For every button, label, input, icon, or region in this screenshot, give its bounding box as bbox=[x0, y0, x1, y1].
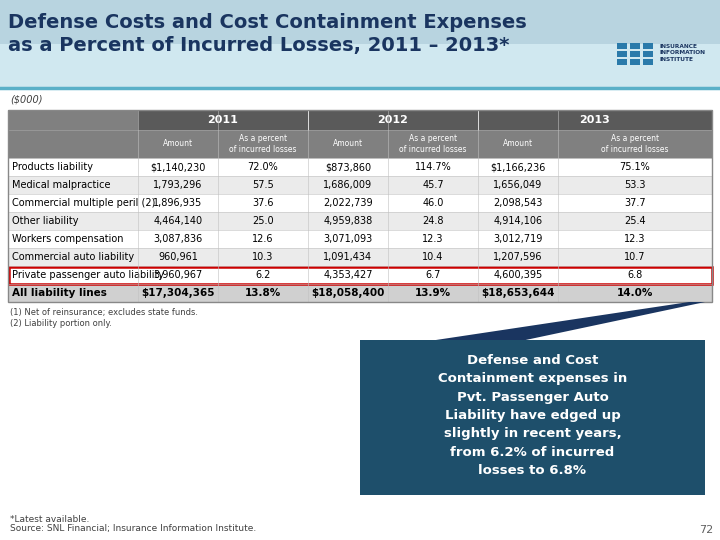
FancyBboxPatch shape bbox=[617, 43, 627, 49]
FancyBboxPatch shape bbox=[630, 59, 640, 65]
Text: 37.7: 37.7 bbox=[624, 198, 646, 208]
Text: 13.9%: 13.9% bbox=[415, 288, 451, 298]
Polygon shape bbox=[436, 302, 705, 340]
Text: As a percent
of incurred losses: As a percent of incurred losses bbox=[400, 134, 467, 154]
Text: 13.8%: 13.8% bbox=[245, 288, 281, 298]
Text: 72.0%: 72.0% bbox=[248, 162, 279, 172]
Text: Defense and Cost
Containment expenses in
Pvt. Passenger Auto
Liability have edge: Defense and Cost Containment expenses in… bbox=[438, 354, 627, 477]
Text: 3,012,719: 3,012,719 bbox=[493, 234, 543, 244]
Text: $17,304,365: $17,304,365 bbox=[141, 288, 215, 298]
Text: INSURANCE
INFORMATION
INSTITUTE: INSURANCE INFORMATION INSTITUTE bbox=[659, 44, 705, 62]
Text: 4,914,106: 4,914,106 bbox=[493, 216, 543, 226]
Text: Commercial multiple peril (2): Commercial multiple peril (2) bbox=[12, 198, 156, 208]
Text: Source: SNL Financial; Insurance Information Institute.: Source: SNL Financial; Insurance Informa… bbox=[10, 524, 256, 533]
Text: 960,961: 960,961 bbox=[158, 252, 198, 262]
Text: Amount: Amount bbox=[333, 139, 363, 148]
Text: $873,860: $873,860 bbox=[325, 162, 371, 172]
Text: 114.7%: 114.7% bbox=[415, 162, 451, 172]
Text: 25.0: 25.0 bbox=[252, 216, 274, 226]
Text: 4,600,395: 4,600,395 bbox=[493, 270, 543, 280]
Text: As a percent
of incurred losses: As a percent of incurred losses bbox=[601, 134, 669, 154]
Text: As a percent
of incurred losses: As a percent of incurred losses bbox=[229, 134, 297, 154]
Text: 1,793,296: 1,793,296 bbox=[153, 180, 203, 190]
FancyBboxPatch shape bbox=[8, 194, 712, 212]
Text: 10.4: 10.4 bbox=[423, 252, 444, 262]
Text: 46.0: 46.0 bbox=[423, 198, 444, 208]
Text: 6.8: 6.8 bbox=[627, 270, 643, 280]
FancyBboxPatch shape bbox=[630, 43, 640, 49]
Text: Medical malpractice: Medical malpractice bbox=[12, 180, 110, 190]
FancyBboxPatch shape bbox=[8, 266, 712, 284]
Text: $1,140,230: $1,140,230 bbox=[150, 162, 206, 172]
Text: 4,464,140: 4,464,140 bbox=[153, 216, 202, 226]
Text: as a Percent of Incurred Losses, 2011 – 2013*: as a Percent of Incurred Losses, 2011 – … bbox=[8, 36, 509, 55]
Text: Amount: Amount bbox=[163, 139, 193, 148]
FancyBboxPatch shape bbox=[360, 340, 705, 495]
Text: 1,686,009: 1,686,009 bbox=[323, 180, 372, 190]
Text: Other liability: Other liability bbox=[12, 216, 78, 226]
Text: 1,896,935: 1,896,935 bbox=[153, 198, 202, 208]
Text: Private passenger auto liability: Private passenger auto liability bbox=[12, 270, 164, 280]
Text: 3,071,093: 3,071,093 bbox=[323, 234, 373, 244]
Text: 6.2: 6.2 bbox=[256, 270, 271, 280]
FancyBboxPatch shape bbox=[630, 51, 640, 57]
Text: 25.4: 25.4 bbox=[624, 216, 646, 226]
FancyBboxPatch shape bbox=[0, 0, 720, 88]
Text: 6.7: 6.7 bbox=[426, 270, 441, 280]
FancyBboxPatch shape bbox=[643, 43, 653, 49]
Text: All liability lines: All liability lines bbox=[12, 288, 107, 298]
Text: 53.3: 53.3 bbox=[624, 180, 646, 190]
Text: ($000): ($000) bbox=[10, 95, 42, 105]
Text: Amount: Amount bbox=[503, 139, 533, 148]
Text: Workers compensation: Workers compensation bbox=[12, 234, 124, 244]
Text: 12.6: 12.6 bbox=[252, 234, 274, 244]
Text: 24.8: 24.8 bbox=[422, 216, 444, 226]
FancyBboxPatch shape bbox=[8, 110, 138, 130]
Text: 2012: 2012 bbox=[377, 115, 408, 125]
Text: Commercial auto liability: Commercial auto liability bbox=[12, 252, 134, 262]
Text: 2,098,543: 2,098,543 bbox=[493, 198, 543, 208]
FancyBboxPatch shape bbox=[8, 212, 712, 230]
FancyBboxPatch shape bbox=[643, 59, 653, 65]
Text: Products liability: Products liability bbox=[12, 162, 93, 172]
FancyBboxPatch shape bbox=[8, 176, 712, 194]
Text: 1,207,596: 1,207,596 bbox=[493, 252, 543, 262]
Text: 2013: 2013 bbox=[580, 115, 611, 125]
Text: *Latest available.: *Latest available. bbox=[10, 515, 89, 524]
FancyBboxPatch shape bbox=[643, 51, 653, 57]
Text: 10.3: 10.3 bbox=[252, 252, 274, 262]
Text: 12.3: 12.3 bbox=[422, 234, 444, 244]
Text: 57.5: 57.5 bbox=[252, 180, 274, 190]
FancyBboxPatch shape bbox=[617, 51, 627, 57]
Text: (1) Net of reinsurance; excludes state funds.: (1) Net of reinsurance; excludes state f… bbox=[10, 308, 198, 317]
Text: $1,166,236: $1,166,236 bbox=[490, 162, 546, 172]
FancyBboxPatch shape bbox=[8, 110, 712, 130]
Text: 1,091,434: 1,091,434 bbox=[323, 252, 372, 262]
FancyBboxPatch shape bbox=[617, 59, 627, 65]
FancyBboxPatch shape bbox=[0, 44, 720, 88]
Text: 2011: 2011 bbox=[207, 115, 238, 125]
FancyBboxPatch shape bbox=[8, 230, 712, 248]
Text: (2) Liability portion only.: (2) Liability portion only. bbox=[10, 319, 112, 328]
FancyBboxPatch shape bbox=[8, 158, 712, 176]
Text: 12.3: 12.3 bbox=[624, 234, 646, 244]
Text: 4,959,838: 4,959,838 bbox=[323, 216, 373, 226]
FancyBboxPatch shape bbox=[8, 284, 712, 302]
Text: 3,087,836: 3,087,836 bbox=[153, 234, 202, 244]
FancyBboxPatch shape bbox=[8, 248, 712, 266]
Text: 1,656,049: 1,656,049 bbox=[493, 180, 543, 190]
Text: $18,653,644: $18,653,644 bbox=[481, 288, 554, 298]
Text: 10.7: 10.7 bbox=[624, 252, 646, 262]
Text: 37.6: 37.6 bbox=[252, 198, 274, 208]
FancyBboxPatch shape bbox=[8, 130, 712, 158]
Text: Defense Costs and Cost Containment Expenses: Defense Costs and Cost Containment Expen… bbox=[8, 14, 527, 32]
Text: 45.7: 45.7 bbox=[422, 180, 444, 190]
Text: 2,022,739: 2,022,739 bbox=[323, 198, 373, 208]
Text: 3,960,967: 3,960,967 bbox=[153, 270, 202, 280]
Text: 4,353,427: 4,353,427 bbox=[323, 270, 373, 280]
Text: 72: 72 bbox=[698, 525, 713, 535]
Text: 75.1%: 75.1% bbox=[620, 162, 650, 172]
Text: 14.0%: 14.0% bbox=[617, 288, 653, 298]
Text: $18,058,400: $18,058,400 bbox=[311, 288, 384, 298]
